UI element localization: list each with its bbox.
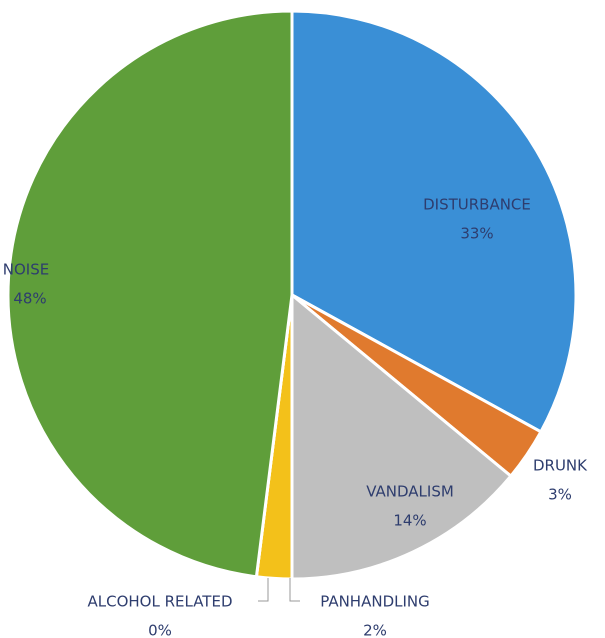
slice-label: PANHANDLING (320, 593, 430, 611)
slice-value: 3% (548, 486, 572, 504)
slice-value: 14% (393, 512, 426, 530)
slice-label: NOISE (3, 261, 49, 279)
slice-label: DRUNK (533, 457, 588, 475)
slice-value: 48% (13, 290, 46, 308)
slice-value: 33% (460, 225, 493, 243)
slice-label: DISTURBANCE (423, 196, 531, 214)
leader-line (258, 578, 269, 602)
leader-line (289, 578, 300, 602)
slice-label: VANDALISM (366, 483, 454, 501)
slice-value: 0% (148, 622, 172, 638)
slice-value: 2% (363, 622, 387, 638)
pie-slice (6, 9, 294, 579)
pie-slice (290, 9, 578, 434)
slice-label: ALCOHOL RELATED (88, 593, 233, 611)
pie-slice (290, 291, 513, 581)
